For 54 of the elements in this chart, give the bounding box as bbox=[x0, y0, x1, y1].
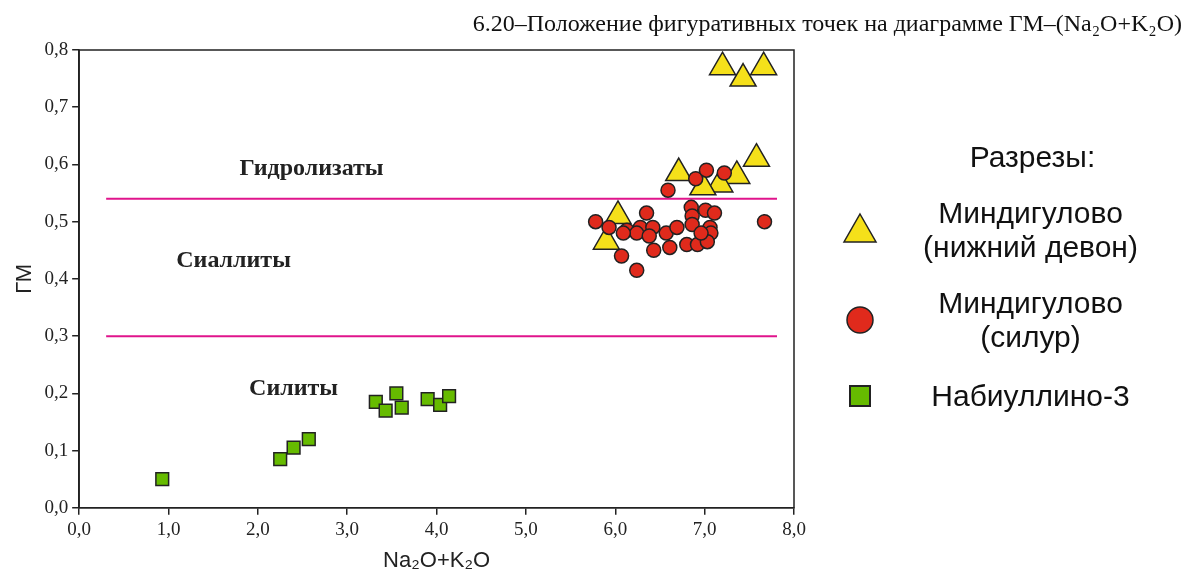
y-tick-label: 0,5 bbox=[44, 209, 69, 231]
point bbox=[273, 452, 288, 467]
y-axis-title: ГМ bbox=[11, 264, 37, 294]
point bbox=[641, 228, 657, 244]
point bbox=[706, 205, 723, 221]
point bbox=[394, 400, 409, 415]
x-tick-label: 6,0 bbox=[603, 518, 628, 540]
x-tick-label: 7,0 bbox=[692, 518, 717, 540]
x-tick-label: 2,0 bbox=[245, 518, 270, 540]
point bbox=[378, 403, 393, 418]
point bbox=[628, 262, 645, 279]
point bbox=[420, 391, 435, 407]
y-tick-label: 0,7 bbox=[44, 95, 69, 117]
y-tick-label: 0,2 bbox=[44, 381, 69, 403]
y-tick-label: 0,4 bbox=[44, 266, 69, 288]
y-tick-label: 0,0 bbox=[44, 495, 69, 517]
annotation: Гидролизаты bbox=[239, 154, 384, 181]
point bbox=[301, 432, 316, 447]
x-tick-label: 1,0 bbox=[156, 518, 181, 540]
point bbox=[155, 472, 170, 487]
x-axis-title: Na₂O+K₂O bbox=[383, 546, 491, 572]
point bbox=[693, 225, 709, 241]
x-tick-label: 3,0 bbox=[335, 518, 360, 540]
y-tick-label: 0,6 bbox=[44, 152, 69, 174]
y-tick-label: 0,1 bbox=[44, 438, 69, 460]
annotation: Сиаллиты bbox=[176, 245, 292, 272]
point bbox=[645, 242, 662, 259]
x-tick-label: 4,0 bbox=[424, 518, 449, 540]
annotation: Силиты bbox=[249, 373, 339, 400]
point bbox=[389, 386, 404, 401]
point bbox=[587, 213, 604, 230]
point bbox=[613, 248, 630, 264]
y-tick-label: 0,8 bbox=[44, 37, 69, 59]
point bbox=[756, 213, 773, 230]
point bbox=[441, 389, 457, 404]
legend-label: Набиуллино-3 bbox=[930, 379, 1131, 413]
point bbox=[615, 225, 632, 241]
point bbox=[601, 219, 617, 236]
point bbox=[669, 219, 685, 236]
x-tick-label: 0,0 bbox=[67, 518, 92, 540]
point bbox=[660, 182, 676, 198]
legend-label: Миндигулово (нижний девон) bbox=[922, 196, 1139, 264]
legend-title: Разрезы: bbox=[968, 140, 1097, 174]
x-tick-label: 5,0 bbox=[514, 518, 538, 540]
y-tick-label: 0,3 bbox=[44, 324, 69, 346]
point bbox=[286, 440, 301, 455]
point bbox=[638, 205, 655, 221]
x-tick-label: 8,0 bbox=[782, 518, 806, 540]
point bbox=[662, 239, 678, 256]
point bbox=[684, 216, 700, 233]
point bbox=[698, 162, 715, 178]
legend-label: Миндигулово (силур) bbox=[937, 286, 1124, 354]
point bbox=[716, 165, 733, 181]
chart-title: 6.20–Положение фигуративных точек на диаграмме ГМ–(Na₂O+K₂O) bbox=[472, 10, 1182, 37]
